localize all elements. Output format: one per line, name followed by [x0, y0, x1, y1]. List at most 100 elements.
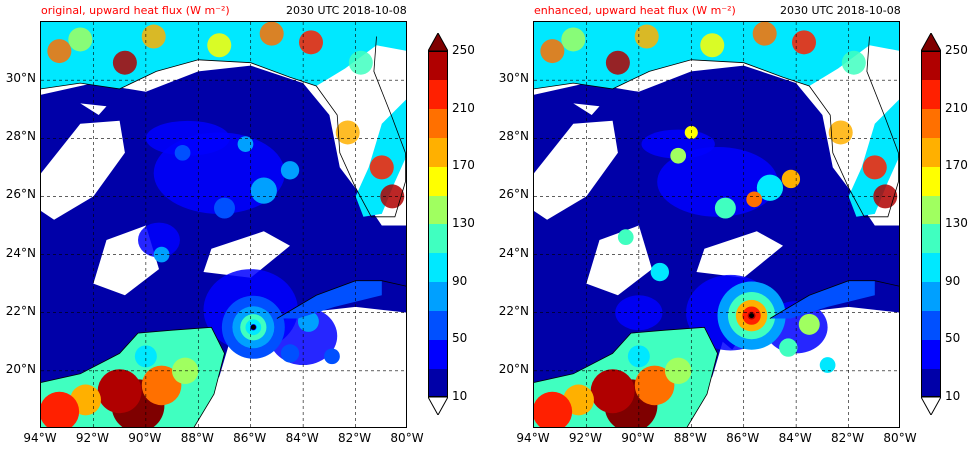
convective-cell	[237, 136, 254, 152]
lat-tick-label: 20°N	[5, 361, 36, 376]
left-heat-flux-map	[41, 22, 406, 427]
colorbar-over-arrow	[428, 33, 448, 51]
lon-tick-label: 86°W	[233, 431, 267, 445]
colorbar-tick-label: 90	[945, 273, 961, 288]
convective-cell	[819, 357, 836, 373]
colorbar-tick-label: 50	[452, 331, 468, 346]
lon-tick-label: 80°W	[390, 431, 424, 445]
convective-cell	[650, 262, 670, 282]
lon-tick-label: 94°W	[516, 431, 550, 445]
lon-tick-label: 82°W	[337, 431, 372, 445]
land-flux-cell	[605, 50, 630, 75]
lon-tick-label: 88°W	[180, 431, 214, 445]
colorbar-under-arrow	[921, 397, 941, 415]
lon-tick-label: 80°W	[883, 431, 917, 445]
lon-tick-label: 92°W	[568, 431, 602, 445]
convective-cell	[280, 161, 300, 180]
colorbar-tick-label: 10	[945, 389, 961, 403]
convective-cell	[617, 229, 634, 245]
convective-cell	[756, 174, 784, 201]
land-flux-cell	[299, 30, 324, 55]
right-panel-timestamp: 2030 UTC 2018-10-08	[780, 4, 901, 17]
land-flux-cell	[700, 33, 725, 58]
land-flux-cell	[348, 50, 373, 75]
lat-tick-label: 26°N	[5, 187, 36, 202]
land-flux-cell	[47, 39, 72, 64]
lat-tick-label: 22°N	[498, 303, 529, 318]
yucatan-flux-cell	[634, 365, 675, 406]
land-flux-cell	[540, 39, 565, 64]
clear-sky-gap	[80, 103, 107, 115]
lat-tick-label: 26°N	[498, 187, 529, 202]
us-coastline	[534, 36, 899, 218]
yucatan-flux-cell	[627, 345, 650, 368]
land-flux-cell	[380, 184, 405, 209]
gulf-flux-field	[534, 65, 899, 412]
clear-sky-gap	[573, 103, 600, 115]
colorbar-tick-label: 130	[452, 216, 475, 230]
left-map	[40, 21, 407, 428]
land-flux-cell	[841, 50, 866, 75]
land-flux	[534, 22, 899, 427]
clear-sky-gap	[534, 120, 618, 220]
lat-tick-label: 28°N	[5, 129, 36, 144]
colorbar-tick-label: 250	[452, 43, 475, 57]
right-map	[533, 21, 900, 428]
hurricane-eye	[250, 324, 256, 330]
convective-cell	[670, 147, 687, 164]
cuba-flux	[276, 280, 382, 319]
land-flux-cell	[141, 24, 166, 49]
land-flux-cell	[792, 30, 817, 55]
land-flux-cell	[862, 155, 887, 180]
lon-tick-label: 84°W	[285, 431, 319, 445]
colorbar-outline	[428, 51, 448, 397]
gulf-flux-field	[41, 65, 406, 412]
gulf-flux-base	[534, 65, 899, 412]
clear-sky-gap	[41, 120, 125, 220]
land-flux-cell	[873, 184, 898, 209]
convective-cell	[324, 348, 340, 365]
lat-tick-label: 20°N	[498, 361, 529, 376]
yucatan-flux-cell	[97, 369, 142, 414]
convective-cell	[280, 344, 300, 363]
convective-cell	[714, 197, 736, 219]
lat-tick-label: 24°N	[5, 245, 36, 260]
lat-tick-label: 30°N	[498, 71, 529, 86]
lat-tick-label: 28°N	[498, 129, 529, 144]
land-flux-cell	[207, 33, 232, 58]
flux-patch	[641, 129, 715, 159]
left-panel-title: original, upward heat flux (W m⁻²)	[41, 4, 230, 17]
colorbar-over-arrow	[921, 33, 941, 51]
colorbar-tick-label: 170	[452, 158, 475, 173]
yucatan-flux-cell	[590, 369, 635, 414]
colorbar-outline	[921, 51, 941, 397]
gulf-flux-base	[41, 65, 406, 412]
convective-cell	[798, 313, 820, 335]
colorbar-tick-label: 250	[945, 43, 968, 57]
colorbar-tick-label: 90	[452, 273, 468, 288]
lon-tick-label: 86°W	[726, 431, 760, 445]
cuba-flux	[769, 280, 875, 319]
lat-tick-label: 22°N	[5, 303, 36, 318]
lon-tick-label: 92°W	[75, 431, 109, 445]
land-flux-cell	[173, 22, 198, 43]
lat-tick-label: 30°N	[5, 71, 36, 86]
yucatan-flux-cell	[134, 345, 157, 368]
convective-cell	[214, 197, 235, 219]
land-flux-cell	[752, 22, 777, 46]
convective-cell	[174, 144, 191, 161]
colorbar-under-arrow	[428, 397, 448, 415]
gridlines	[41, 22, 406, 427]
clear-sky-gap	[712, 341, 744, 389]
yucatan-flux-cell	[534, 391, 573, 427]
convective-cell	[250, 177, 277, 204]
gridlines	[534, 22, 899, 427]
colorbar-tick-label: 210	[945, 100, 968, 115]
land-flux-cell	[634, 24, 659, 49]
lon-tick-label: 84°W	[778, 431, 812, 445]
lon-tick-label: 90°W	[128, 431, 162, 445]
colorbar-tick-label: 50	[945, 331, 961, 346]
left-panel-timestamp: 2030 UTC 2018-10-08	[286, 4, 407, 17]
colorbar-tick-label: 170	[945, 158, 968, 173]
colorbar-tick-label: 210	[452, 100, 475, 115]
